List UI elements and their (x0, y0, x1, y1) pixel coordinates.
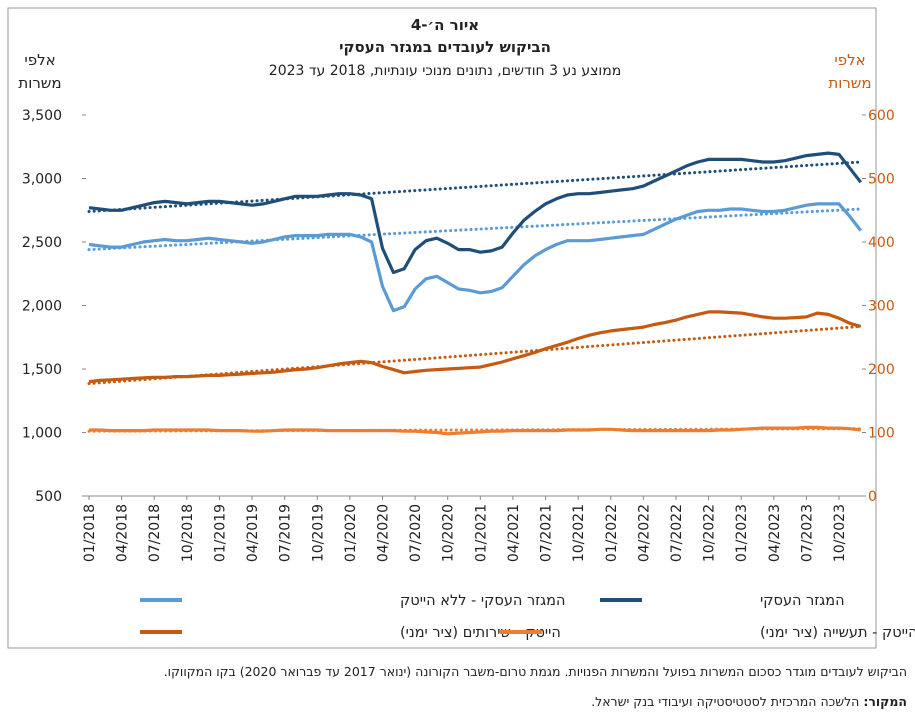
data-line (88, 202, 863, 313)
data-line (89, 425, 861, 436)
x-tick-label: 10/2019 (310, 504, 326, 562)
x-tick-label: 07/2019 (278, 504, 294, 562)
x-tick-label: 10/2018 (180, 504, 196, 562)
chart-title: איור ה׳-4 (411, 16, 479, 34)
chart-frame (7, 7, 877, 649)
x-tick-label: 04/2018 (115, 504, 131, 562)
legend-label: המגזר העסקי - ללא הייטק (400, 593, 565, 609)
x-tick-label: 10/2023 (832, 504, 848, 562)
data-line (88, 151, 863, 275)
y2-tick-label: 0 (868, 489, 877, 505)
source-label: המקור: (863, 694, 907, 709)
x-tick-label: 01/2022 (604, 504, 620, 562)
y-tick-label: 3,500 (22, 108, 62, 124)
y2-axis-label: משרות (828, 74, 871, 92)
y-tick-label: 500 (35, 489, 62, 505)
y-tick-label: 1,500 (22, 362, 62, 378)
chart-subtitle: ממוצע נע 3 חודשים, נתונים מנוכי עונתיות,… (269, 63, 621, 79)
x-tick-label: 10/2022 (702, 504, 718, 562)
x-tick-label: 07/2020 (408, 504, 424, 562)
legend-label: הייטק - שירותים (ציר ימני) (400, 625, 561, 641)
chart-subtitle: הביקוש לעובדים במגזר העסקי (339, 38, 551, 56)
y2-tick-label: 600 (868, 108, 895, 124)
x-tick-label: 04/2019 (245, 504, 261, 562)
y-tick-label: 1,000 (22, 426, 62, 442)
y2-tick-label: 300 (868, 299, 895, 315)
legend-label: המגזר העסקי (760, 593, 845, 609)
y2-tick-label: 200 (868, 362, 895, 378)
trend-line (87, 160, 863, 214)
x-tick-label: 04/2021 (506, 504, 522, 562)
trend-line (87, 207, 863, 252)
y2-tick-label: 400 (868, 235, 895, 251)
notes: הביקוש לעובדים מוגדר כסכום המשרות בפועל … (163, 664, 907, 679)
x-tick-label: 07/2021 (539, 504, 555, 562)
x-tick-label: 01/2021 (473, 504, 489, 562)
x-tick-label: 01/2023 (734, 504, 750, 562)
x-tick-label: 01/2020 (343, 504, 359, 562)
y-tick-label: 3,000 (22, 172, 62, 188)
x-tick-label: 10/2021 (571, 504, 587, 562)
x-tick-label: 10/2020 (441, 504, 457, 562)
y2-axis-label: אלפי (834, 51, 865, 69)
y-axis-label: אלפי (24, 51, 55, 69)
x-tick-label: 04/2020 (375, 504, 391, 562)
y2-tick-label: 100 (868, 426, 895, 442)
x-tick-label: 04/2023 (767, 504, 783, 562)
chart: איור ה׳-4 הביקוש לעובדים במגזר העסקי ממו… (7, 7, 915, 649)
x-tick-label: 01/2019 (212, 504, 228, 562)
x-tick-label: 07/2018 (147, 504, 163, 562)
source-text: הלשכה המרכזית לסטטיסטיקה ועיבודי בנק ישר… (591, 694, 860, 709)
y-tick-label: 2,500 (22, 235, 62, 251)
source: המקור: הלשכה המרכזית לסטטיסטיקה ועיבודי … (7, 694, 907, 709)
y-tick-label: 2,000 (22, 299, 62, 315)
data-line (88, 310, 862, 384)
x-tick-label: 01/2018 (82, 504, 98, 562)
legend-label: הייטק - תעשייה (ציר ימני) (760, 625, 915, 641)
x-tick-label: 04/2022 (636, 504, 652, 562)
y2-tick-label: 500 (868, 172, 895, 188)
x-tick-label: 07/2023 (799, 504, 815, 562)
y-axis-label: משרות (18, 74, 61, 92)
x-tick-label: 07/2022 (669, 504, 685, 562)
